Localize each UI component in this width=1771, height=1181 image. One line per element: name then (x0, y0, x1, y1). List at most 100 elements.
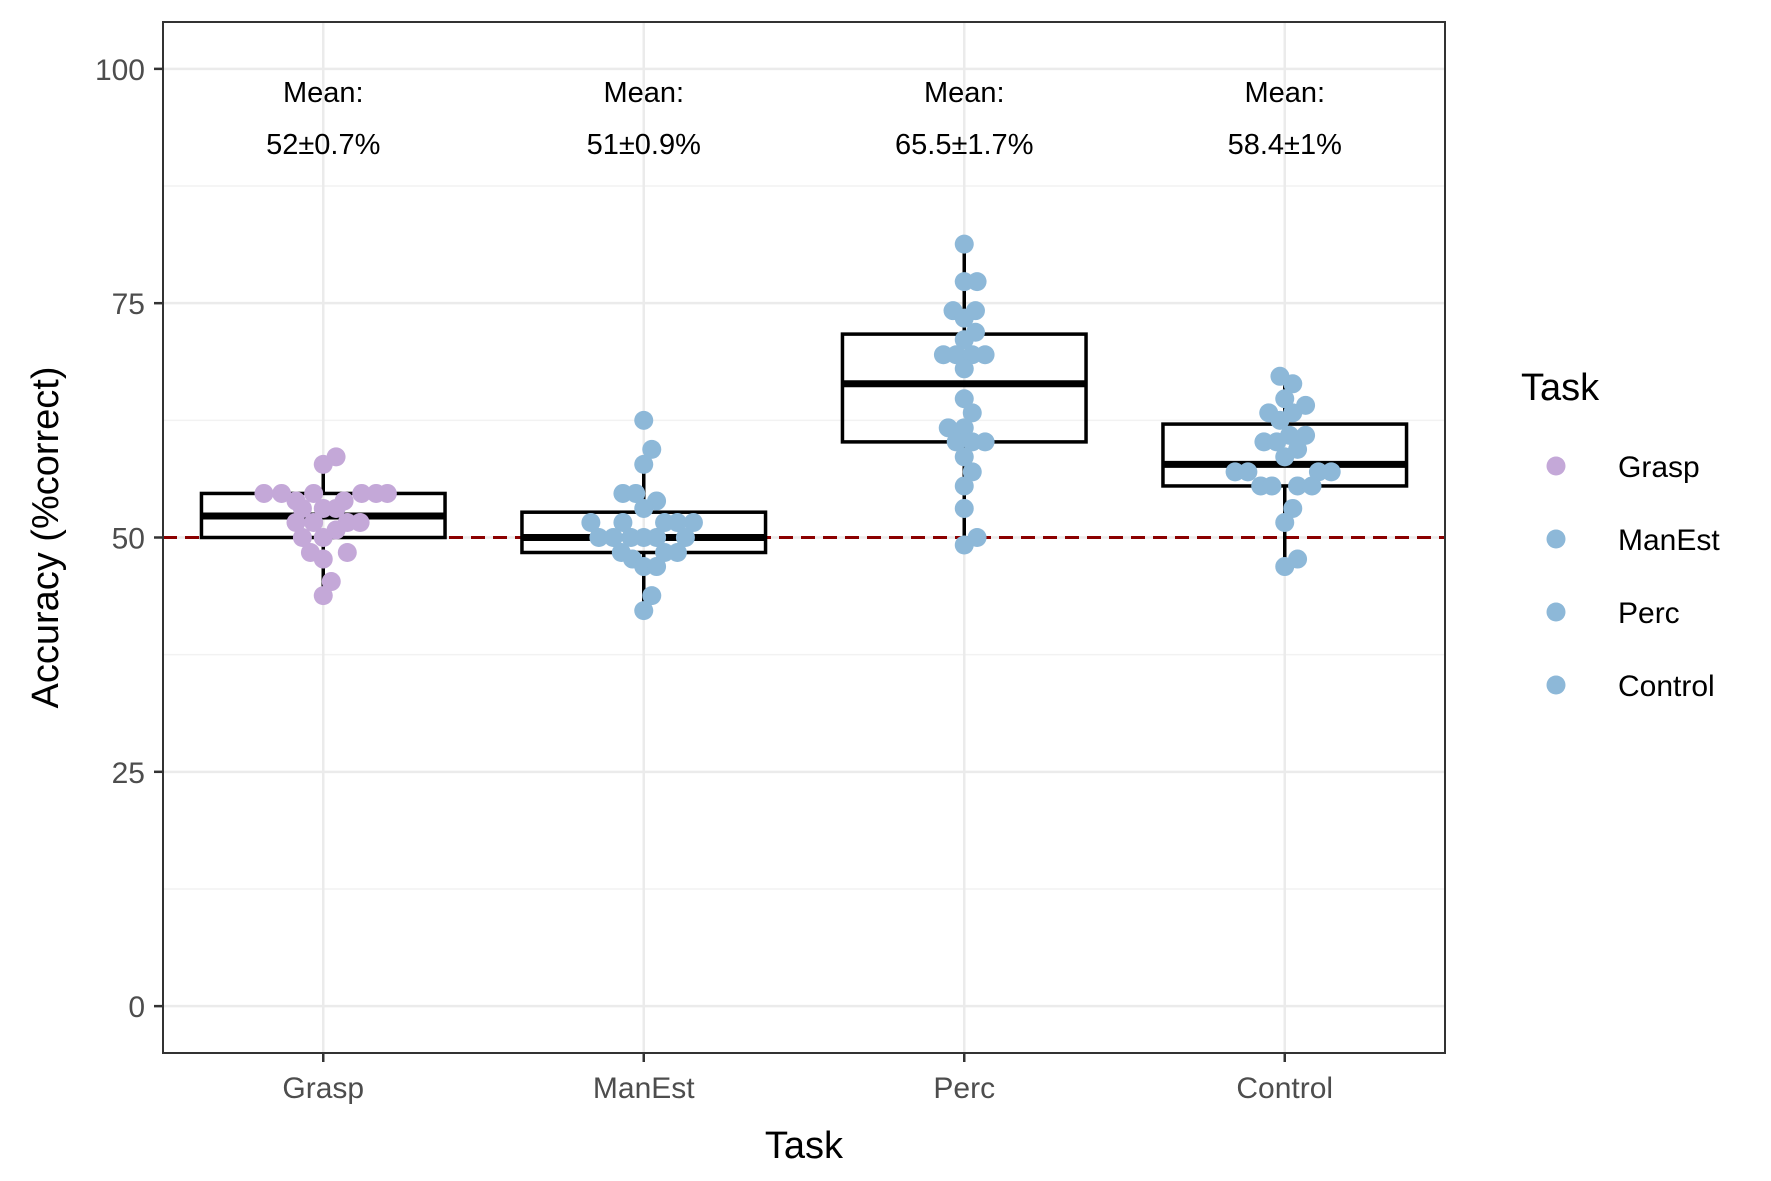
data-point (647, 557, 667, 577)
legend-label: Control (1618, 670, 1715, 703)
mean-label: Mean: (283, 77, 364, 109)
data-point (634, 498, 654, 518)
dots-layer (254, 234, 1341, 621)
data-point (326, 498, 346, 518)
data-point (1280, 425, 1300, 445)
y-tick-label: 0 (128, 991, 145, 1024)
y-tick-label: 75 (112, 288, 145, 321)
data-point (272, 483, 292, 503)
x-axis-title: Task (765, 1125, 844, 1167)
data-point (954, 447, 974, 467)
data-point (313, 586, 333, 606)
data-point (667, 513, 687, 533)
x-tick-label: Control (1236, 1072, 1333, 1105)
data-point (292, 528, 312, 547)
y-tick-label: 25 (112, 757, 145, 790)
mean-value: 51±0.9% (587, 129, 701, 161)
legend-label: Perc (1618, 597, 1680, 630)
data-point (642, 439, 662, 459)
data-point (337, 542, 357, 562)
data-point (626, 483, 646, 503)
data-point (967, 528, 987, 547)
data-point (1283, 498, 1303, 518)
data-point (304, 513, 324, 533)
legend-title: Task (1521, 367, 1600, 409)
data-point (954, 498, 974, 518)
data-point (954, 476, 974, 496)
mean-label: Mean: (603, 77, 684, 109)
data-point (304, 483, 324, 503)
data-point (603, 528, 623, 547)
mean-value: 65.5±1.7% (895, 129, 1033, 161)
data-point (1288, 476, 1308, 496)
data-point (647, 528, 667, 547)
data-point (1275, 557, 1295, 577)
x-tick-label: Grasp (282, 1072, 364, 1105)
data-point (975, 345, 995, 365)
data-point (954, 359, 974, 379)
data-point (589, 528, 609, 547)
data-point (286, 513, 306, 533)
legend-label: ManEst (1618, 524, 1720, 557)
data-point (1275, 389, 1295, 409)
mean-label: Mean: (924, 77, 1005, 109)
legend-key (1546, 675, 1566, 695)
legend-label: Grasp (1618, 451, 1700, 484)
legend-key (1546, 456, 1566, 476)
data-point (962, 403, 982, 423)
data-point (313, 549, 333, 569)
data-point (1296, 395, 1316, 415)
data-point (581, 513, 601, 533)
axes: 0 25 50 75 100 Grasp ManEst Perc Control (95, 54, 1333, 1105)
data-point (352, 483, 372, 503)
data-point (967, 272, 987, 292)
x-tick-label: ManEst (593, 1072, 695, 1105)
data-point (975, 432, 995, 452)
data-point (954, 330, 974, 350)
data-point (954, 308, 974, 328)
data-point (675, 528, 695, 547)
data-point (1275, 447, 1295, 467)
data-point (946, 432, 966, 452)
y-tick-label: 50 (112, 523, 145, 556)
data-point (954, 234, 974, 254)
legend-key (1546, 529, 1566, 549)
data-point (1262, 476, 1282, 496)
mean-label: Mean: (1244, 77, 1325, 109)
data-point (1283, 374, 1303, 394)
data-point (1270, 410, 1290, 430)
data-point (1321, 462, 1341, 482)
data-point (634, 454, 654, 474)
data-point (326, 520, 346, 540)
x-tick-label: Perc (933, 1072, 995, 1105)
data-point (326, 447, 346, 467)
mean-annotations: Mean: 52±0.7% Mean: 51±0.9% Mean: 65.5±1.7% Me… (266, 77, 1342, 161)
data-point (667, 542, 687, 562)
data-point (321, 572, 341, 592)
y-tick-label: 100 (95, 54, 145, 87)
legend-key (1546, 602, 1566, 622)
data-point (954, 418, 974, 438)
data-point (1238, 462, 1258, 482)
data-point (634, 601, 654, 621)
data-point (1302, 476, 1322, 496)
mean-value: 58.4±1% (1228, 129, 1342, 161)
y-axis-title: Accuracy (%correct) (25, 366, 67, 708)
data-point (254, 483, 274, 503)
data-point (613, 513, 633, 533)
data-point (946, 345, 966, 365)
data-point (634, 410, 654, 430)
data-point (1275, 513, 1295, 533)
data-point (377, 483, 397, 503)
mean-value: 52±0.7% (266, 129, 380, 161)
data-point (954, 389, 974, 409)
data-point (938, 418, 958, 438)
data-point (1296, 425, 1316, 445)
data-point (350, 513, 370, 533)
data-point (962, 462, 982, 482)
data-point (642, 586, 662, 606)
legend: Task Grasp ManEst Perc Control (1521, 367, 1720, 703)
data-point (683, 513, 703, 533)
